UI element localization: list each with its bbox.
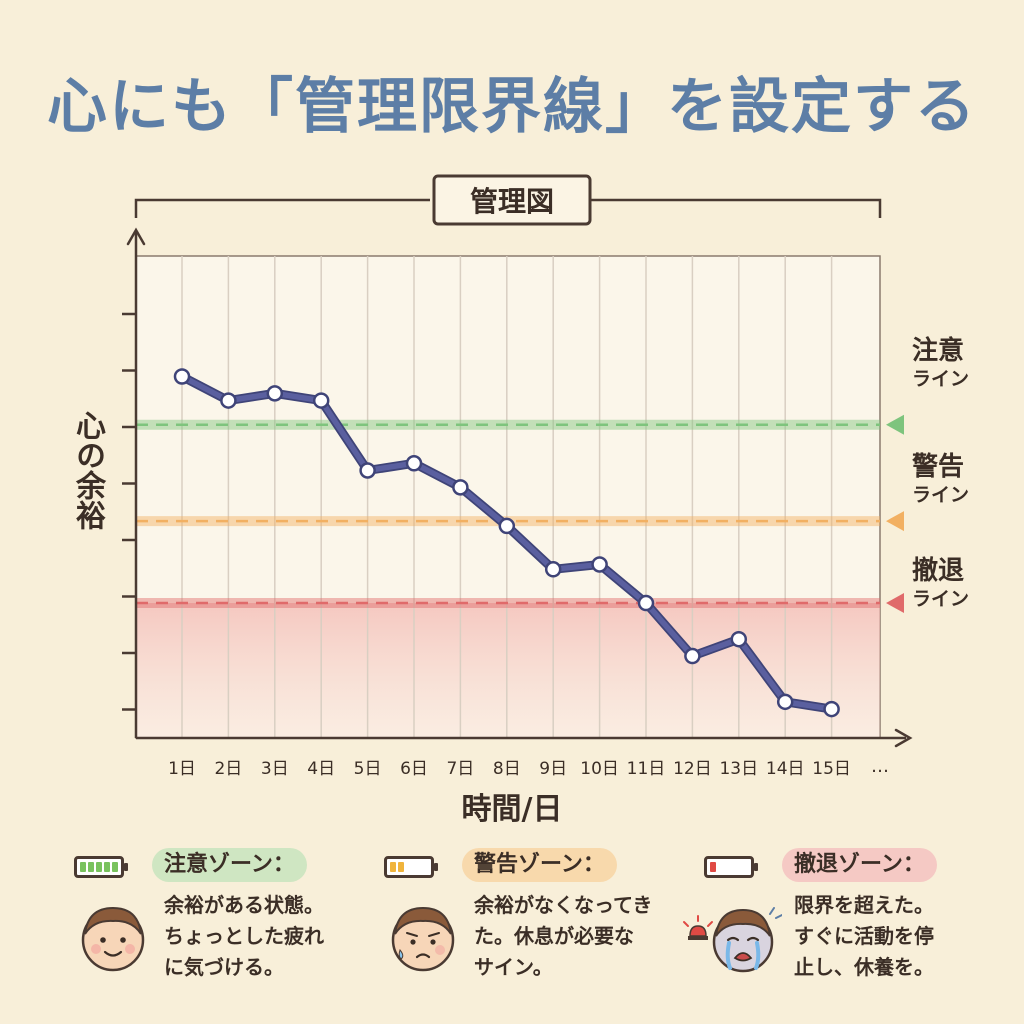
caution-line-label-sub: ライン: [912, 368, 970, 390]
warning-zone-title: 警告ゾーン：: [462, 848, 617, 882]
data-point: [498, 517, 516, 535]
warning-line-label: 警告 ライン: [912, 452, 1012, 508]
data-point: [776, 693, 794, 711]
data-point: [452, 479, 469, 496]
x-tick-label: 12日: [673, 759, 712, 779]
x-tick-label: 13日: [719, 759, 758, 779]
x-tick-label: 1日: [168, 759, 196, 779]
retreat-zone-line-3: 止し、休養を。: [794, 955, 934, 979]
data-point: [544, 561, 562, 578]
retreat-zone-card: 撤退ゾーン： 限界を超えた。 すぐに活動を停 止し、休養を。: [683, 848, 1004, 1018]
data-point: [266, 385, 284, 402]
caution-zone-header: 注意ゾーン：: [74, 848, 374, 884]
x-axis-label: 時間/日: [461, 792, 563, 827]
worried-face-icon: [391, 906, 455, 972]
alarm-light-icon: [683, 915, 713, 940]
warning-zone-header: 警告ゾーン：: [384, 848, 684, 884]
warning-zone-card: 警告ゾーン： 余裕がなくなってき た。休息が必要な サイン。: [384, 848, 684, 1018]
x-tick-label: 3日: [261, 759, 289, 779]
data-point: [637, 594, 655, 612]
chart-title-bracket: [134, 198, 882, 218]
caution-zone-line-1: 余裕がある状態。: [164, 893, 324, 917]
battery-full-icon: [74, 856, 128, 878]
caution-line-label-main: 注意: [912, 336, 965, 366]
retreat-zone-line-1: 限界を超えた。: [794, 893, 934, 917]
retreat-line-label-sub: ライン: [912, 588, 970, 610]
x-tick-label: 4日: [307, 759, 335, 779]
data-point: [173, 368, 191, 385]
data-point: [359, 462, 376, 479]
battery-half-icon: [384, 856, 438, 878]
data-point: [823, 700, 840, 718]
battery-low-icon: [704, 856, 758, 878]
warning-line-label-sub: ライン: [912, 484, 970, 506]
data-point: [684, 647, 701, 665]
x-tick-label: 14日: [766, 759, 805, 779]
caution-zone-line-2: ちょっとした疲れ: [164, 924, 324, 948]
retreat-line-label-main: 撤退: [912, 556, 965, 586]
y-axis-label: 心の余裕: [70, 410, 105, 530]
x-tick-label: 11日: [627, 759, 666, 779]
x-tick-ellipsis: …: [871, 756, 889, 777]
x-tick-label: 9日: [539, 759, 567, 779]
warning-line-marker-icon: [886, 511, 904, 532]
x-tick-label: 7日: [446, 759, 474, 779]
retreat-zone-description: 限界を超えた。 すぐに活動を停 止し、休養を。: [794, 890, 979, 983]
x-tick-label: 2日: [214, 759, 242, 779]
data-point: [730, 630, 748, 648]
warning-zone-line-3: サイン。: [474, 955, 553, 979]
y-axis-arrow-icon: [126, 227, 146, 246]
data-point: [220, 392, 237, 409]
caution-zone-title: 注意ゾーン：: [152, 848, 307, 882]
chart-title: 管理図: [470, 185, 554, 218]
data-point: [591, 556, 608, 573]
warning-zone-line-1: 余裕がなくなってき: [474, 893, 653, 917]
caution-zone-description: 余裕がある状態。 ちょっとした疲れ に気づける。: [164, 890, 349, 983]
x-tick-label: 15日: [812, 759, 851, 779]
caution-line-label: 注意 ライン: [912, 336, 1012, 392]
retreat-line-label: 撤退 ライン: [912, 556, 1012, 612]
data-point: [405, 455, 423, 472]
caution-zone-line-3: に気づける。: [164, 955, 284, 979]
retreat-zone-fill: [136, 603, 880, 738]
retreat-zone-title: 撤退ゾーン：: [782, 848, 937, 882]
retreat-zone-header: 撤退ゾーン：: [704, 848, 1004, 884]
crying-face-icon: [683, 907, 782, 973]
x-tick-label: 10日: [580, 759, 619, 779]
data-point: [312, 392, 330, 409]
chart-title-box: [432, 174, 592, 226]
x-tick-label: 8日: [493, 759, 521, 779]
retreat-zone-line-2: すぐに活動を停: [794, 924, 934, 948]
warning-zone-line-2: た。休息が必要な: [474, 924, 634, 948]
x-axis-arrow-icon: [894, 728, 913, 748]
smile-face-icon: [81, 906, 145, 972]
caution-line-marker-icon: [886, 414, 904, 435]
caution-zone-card: 注意ゾーン： 余裕がある状態。 ちょっとした疲れ に気づける。: [74, 848, 374, 1018]
warning-zone-description: 余裕がなくなってき た。休息が必要な サイン。: [474, 890, 659, 983]
warning-line-label-main: 警告: [912, 452, 965, 482]
x-tick-label: 6日: [400, 759, 428, 779]
page-title: 心にも「管理限界線」を設定する: [47, 72, 977, 142]
retreat-line-marker-icon: [886, 593, 904, 614]
x-tick-label: 5日: [354, 759, 382, 779]
